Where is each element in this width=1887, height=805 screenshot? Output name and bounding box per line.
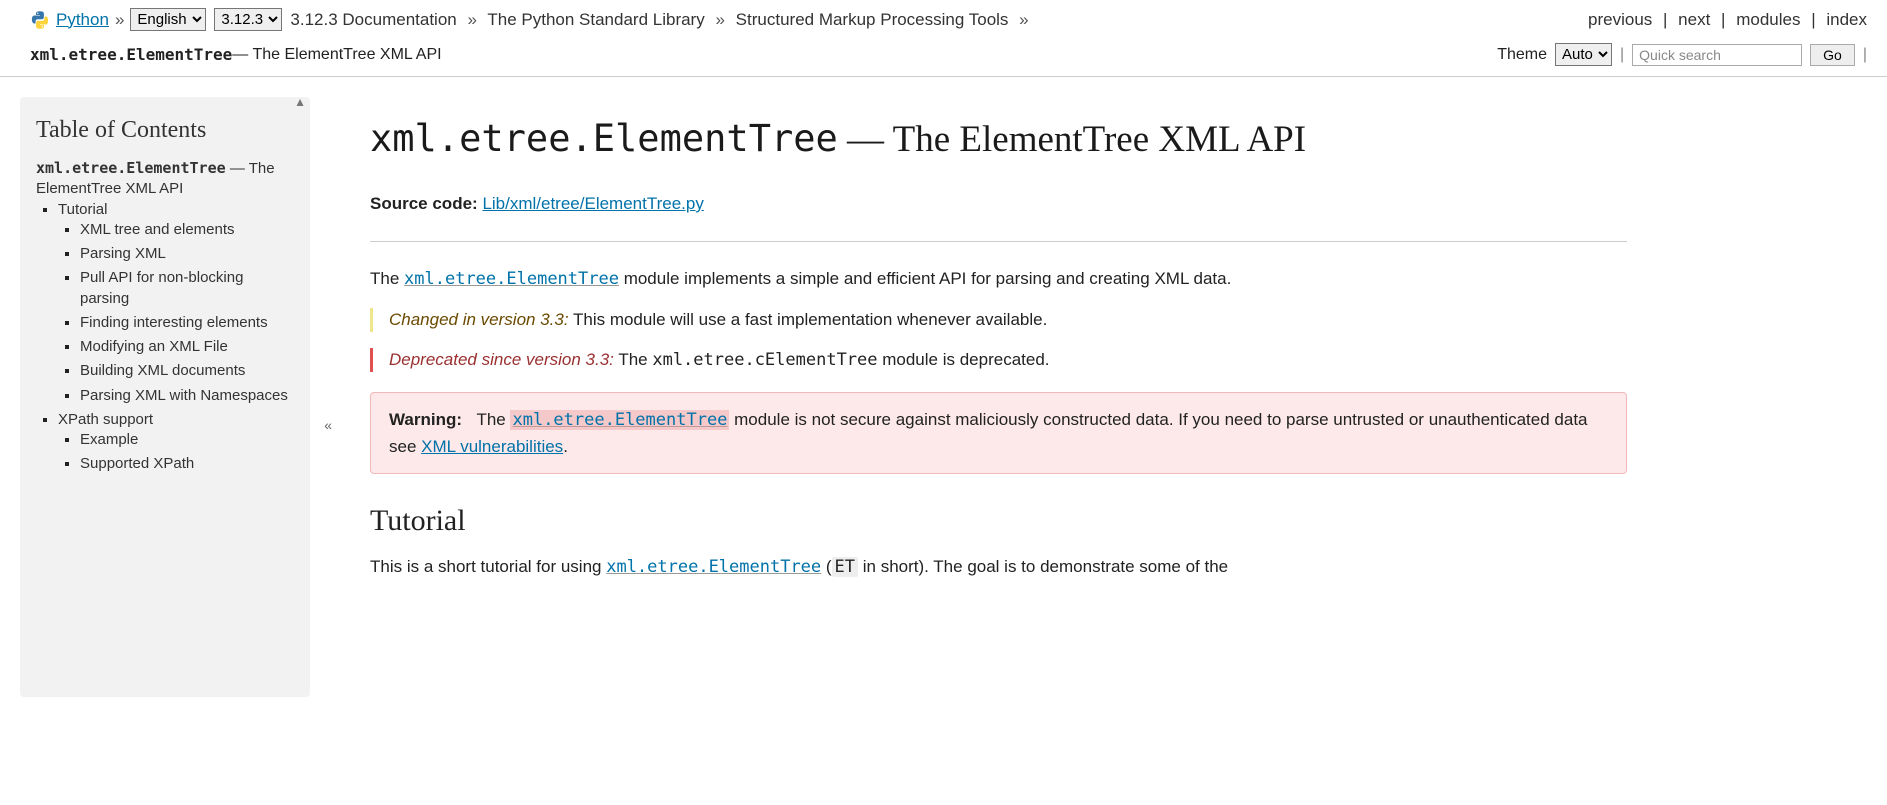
toc-section-link[interactable]: Tutorial xyxy=(58,201,107,218)
warning-module-link[interactable]: xml.etree.ElementTree xyxy=(510,410,729,430)
version-changed-note: Changed in version 3.3: This module will… xyxy=(370,308,1627,332)
divider: | xyxy=(1620,46,1624,64)
toc-item-link[interactable]: Finding interesting elements xyxy=(80,314,268,331)
search-go-button[interactable]: Go xyxy=(1810,44,1855,66)
toc-item-link[interactable]: Example xyxy=(80,431,138,448)
breadcrumb: 3.12.3 Documentation » The Python Standa… xyxy=(290,10,1034,30)
theme-label: Theme xyxy=(1497,46,1547,64)
toc-item-link[interactable]: Building XML documents xyxy=(80,362,245,379)
separator: » xyxy=(115,10,124,30)
toc-item-link[interactable]: Modifying an XML File xyxy=(80,338,228,355)
table-of-contents: Table of Contents xml.etree.ElementTree … xyxy=(20,97,310,697)
next-link[interactable]: next xyxy=(1678,10,1710,29)
top-right-nav: previous | next | modules | index xyxy=(1588,10,1867,30)
xml-vulnerabilities-link[interactable]: XML vulnerabilities xyxy=(421,437,563,456)
python-logo-icon xyxy=(30,10,50,30)
breadcrumb-markup-tools[interactable]: Structured Markup Processing Tools xyxy=(736,10,1009,29)
divider: | xyxy=(1863,46,1867,64)
page-title: xml.etree.ElementTree — The ElementTree … xyxy=(370,117,1627,161)
main-content: xml.etree.ElementTree — The ElementTree … xyxy=(310,97,1887,617)
previous-link[interactable]: previous xyxy=(1588,10,1652,29)
python-home-link[interactable]: Python xyxy=(56,10,109,30)
breadcrumb-doc-root[interactable]: 3.12.3 Documentation xyxy=(290,10,456,29)
tutorial-heading: Tutorial xyxy=(370,504,1627,538)
top-navigation: Python » English 3.12.3 3.12.3 Documenta… xyxy=(0,0,1887,39)
source-code-line: Source code: Lib/xml/etree/ElementTree.p… xyxy=(370,191,1627,217)
tutorial-module-link[interactable]: xml.etree.ElementTree xyxy=(606,557,821,577)
source-code-link[interactable]: Lib/xml/etree/ElementTree.py xyxy=(482,194,703,213)
toc-item-link[interactable]: Supported XPath xyxy=(80,455,194,472)
index-link[interactable]: index xyxy=(1826,10,1867,29)
scroll-up-icon: ▲ xyxy=(294,95,306,109)
page-module-name: xml.etree.ElementTree xyxy=(30,45,232,64)
toc-item-link[interactable]: Parsing XML xyxy=(80,245,166,262)
toc-item-link[interactable]: Parsing XML with Namespaces xyxy=(80,387,288,404)
sub-navigation: xml.etree.ElementTree — The ElementTree … xyxy=(0,39,1887,77)
divider xyxy=(370,241,1627,242)
page-subtitle: — The ElementTree XML API xyxy=(232,46,441,64)
modules-link[interactable]: modules xyxy=(1736,10,1800,29)
search-input[interactable] xyxy=(1632,44,1802,66)
deprecated-note: Deprecated since version 3.3: The xml.et… xyxy=(370,348,1627,372)
warning-admonition: Warning: The xml.etree.ElementTree modul… xyxy=(370,392,1627,474)
toc-item-link[interactable]: Pull API for non-blocking parsing xyxy=(80,269,243,306)
theme-select[interactable]: Auto xyxy=(1555,43,1612,66)
tutorial-intro-paragraph: This is a short tutorial for using xml.e… xyxy=(370,554,1627,581)
toc-section-link[interactable]: XPath support xyxy=(58,411,153,428)
toc-item-link[interactable]: XML tree and elements xyxy=(80,221,235,238)
version-select[interactable]: 3.12.3 xyxy=(214,8,282,31)
language-select[interactable]: English xyxy=(130,8,206,31)
sidebar-collapse-handle[interactable]: « xyxy=(324,417,332,433)
intro-paragraph: The xml.etree.ElementTree module impleme… xyxy=(370,266,1627,293)
breadcrumb-stdlib[interactable]: The Python Standard Library xyxy=(487,10,704,29)
toc-root-link[interactable]: xml.etree.ElementTree — The ElementTree … xyxy=(36,160,275,197)
toc-heading: Table of Contents xyxy=(36,117,294,144)
module-reference-link[interactable]: xml.etree.ElementTree xyxy=(404,269,619,289)
